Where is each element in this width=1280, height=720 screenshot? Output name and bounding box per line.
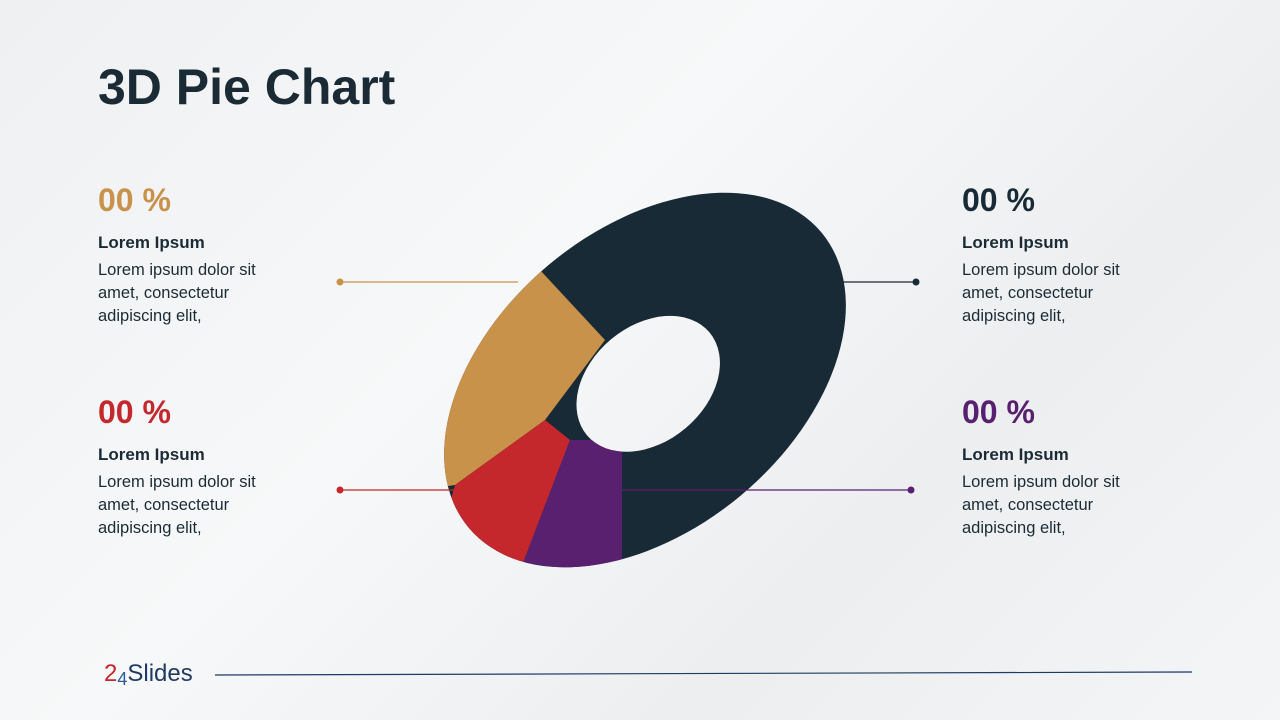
logo-part: Slides (127, 660, 193, 687)
percent: 00 % (962, 182, 1035, 218)
donut (400, 180, 880, 610)
logo: 24Slides (104, 660, 193, 690)
logo-part: 2 (104, 660, 118, 687)
body-text: Lorem ipsum dolor sit amet, consectetur … (962, 473, 1120, 537)
footer-rule (214, 671, 1193, 676)
heading: Lorem Ipsum (962, 233, 1069, 252)
heading: Lorem Ipsum (98, 233, 205, 252)
body-text: Lorem ipsum dolor sit amet, consectetur … (98, 473, 256, 537)
callout: 00 % Lorem Ipsum Lorem ipsum dolor sit a… (98, 182, 288, 328)
connector-dot (336, 486, 344, 494)
connector-dot (907, 486, 915, 494)
callout: 00 % Lorem Ipsum Lorem ipsum dolor sit a… (962, 182, 1152, 328)
body-text: Lorem ipsum dolor sit amet, consectetur … (962, 261, 1120, 325)
logo-part: 4 (117, 669, 128, 689)
heading: Lorem Ipsum (962, 445, 1069, 464)
percent: 00 % (98, 394, 171, 430)
percent: 00 % (962, 394, 1035, 430)
percent: 00 % (98, 182, 171, 218)
connector-dot (912, 278, 920, 286)
body-text: Lorem ipsum dolor sit amet, consectetur … (98, 261, 256, 325)
callout: 00 % Lorem Ipsum Lorem ipsum dolor sit a… (962, 394, 1152, 540)
heading: Lorem Ipsum (98, 445, 205, 464)
title: 3D Pie Chart (98, 59, 396, 115)
connector-dot (336, 278, 344, 286)
callout: 00 % Lorem Ipsum Lorem ipsum dolor sit a… (98, 394, 288, 540)
